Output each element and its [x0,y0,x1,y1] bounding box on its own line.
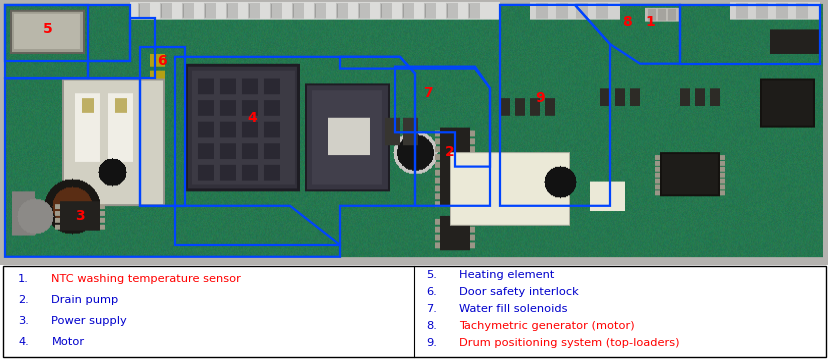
Text: 1: 1 [644,14,654,28]
Text: 6.: 6. [426,287,436,297]
Text: Door safety interlock: Door safety interlock [459,287,578,297]
Text: 3: 3 [75,208,84,222]
Text: Drain pump: Drain pump [51,295,118,305]
Text: NTC washing temperature sensor: NTC washing temperature sensor [51,274,241,284]
Text: 8.: 8. [426,321,436,332]
Text: Water fill solenoids: Water fill solenoids [459,305,567,314]
Text: Drum positioning system (top-loaders): Drum positioning system (top-loaders) [459,338,679,348]
Text: Power supply: Power supply [51,316,127,326]
Text: 4.: 4. [18,337,29,347]
Text: Tachymetric generator (motor): Tachymetric generator (motor) [459,321,634,332]
Text: 1.: 1. [18,274,29,284]
Text: 9.: 9. [426,338,436,348]
Text: 7.: 7. [426,305,436,314]
FancyBboxPatch shape [3,266,825,357]
Text: 9: 9 [535,91,544,105]
Text: 2.: 2. [18,295,29,305]
Text: 6: 6 [157,54,166,68]
Text: 8: 8 [621,14,631,28]
Text: Heating element: Heating element [459,270,554,280]
Text: 4: 4 [247,111,257,125]
Text: 3.: 3. [18,316,29,326]
Text: 5: 5 [43,22,53,36]
Text: 7: 7 [422,86,432,100]
Text: 5.: 5. [426,270,436,280]
Text: 2: 2 [445,145,455,159]
Text: Motor: Motor [51,337,84,347]
